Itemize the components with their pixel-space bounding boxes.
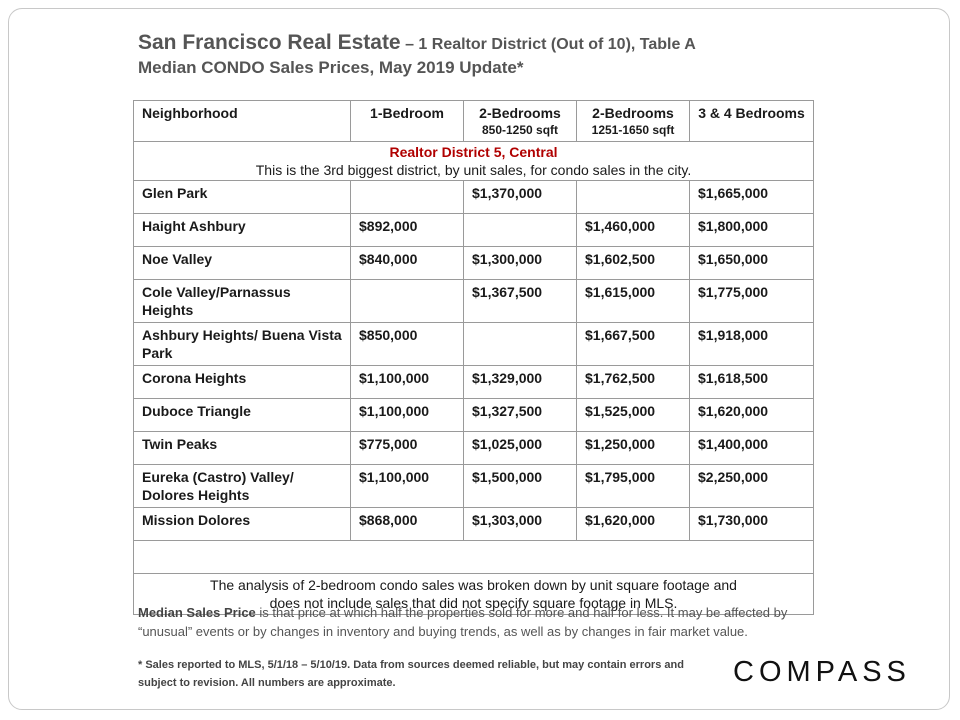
price-cell: $1,800,000 <box>689 213 814 247</box>
disclaimer: * Sales reported to MLS, 5/1/18 – 5/10/1… <box>138 659 684 689</box>
price-cell: $1,370,000 <box>463 180 577 214</box>
price-cell <box>463 213 577 247</box>
column-header-1-bedroom: 1-Bedroom <box>350 100 464 142</box>
table-row: Eureka (Castro) Valley/ Dolores Heights $… <box>133 464 814 508</box>
condo-price-table: Neighborhood 1-Bedroom 2-Bedrooms 850-125… <box>133 100 814 615</box>
neighborhood-name-cell: Noe Valley <box>133 246 351 280</box>
neighborhood-name-cell: Glen Park <box>133 180 351 214</box>
neighborhood-name-cell: Ashbury Heights/ Buena Vista Park <box>133 322 351 366</box>
median-definition-text: is that price at which half the properti… <box>138 605 788 639</box>
price-cell: $1,025,000 <box>463 431 577 465</box>
note-line-2: does not include sales that did not spec… <box>269 595 678 611</box>
compass-logo: COMPASS <box>733 656 911 688</box>
neighborhood-name-cell: Corona Heights <box>133 365 351 399</box>
price-cell: $1,100,000 <box>350 464 464 508</box>
price-cell: $2,250,000 <box>689 464 814 508</box>
price-cell: $1,250,000 <box>576 431 690 465</box>
price-cell: $1,525,000 <box>576 398 690 432</box>
price-cell: $1,620,000 <box>689 398 814 432</box>
table-row: Corona Heights $1,100,000 $1,329,000 $1,762… <box>133 365 814 399</box>
price-cell: $1,602,500 <box>576 246 690 280</box>
blank-row <box>133 540 814 574</box>
price-cell: $1,303,000 <box>463 507 577 541</box>
column-header-2-bedrooms-large: 2-Bedrooms 1251-1650 sqft <box>576 100 690 142</box>
price-cell: $1,618,500 <box>689 365 814 399</box>
table-header-row: Neighborhood 1-Bedroom 2-Bedrooms 850-125… <box>133 100 814 142</box>
price-cell: $1,665,000 <box>689 180 814 214</box>
title-subtitle: – 1 Realtor District (Out of 10), Table … <box>400 36 696 53</box>
table-row: Cole Valley/Parnassus Heights $1,367,500 $… <box>133 279 814 323</box>
table-row: Glen Park $1,370,000 $1,665,000 <box>133 180 814 214</box>
column-header-neighborhood: Neighborhood <box>133 100 351 142</box>
neighborhood-name-cell: Eureka (Castro) Valley/ Dolores Heights <box>133 464 351 508</box>
page-title: San Francisco Real Estate – 1 Realtor Di… <box>138 31 696 55</box>
column-header-3-4-bedrooms: 3 & 4 Bedrooms <box>689 100 814 142</box>
neighborhood-name-cell: Twin Peaks <box>133 431 351 465</box>
price-cell: $892,000 <box>350 213 464 247</box>
price-cell: $1,620,000 <box>576 507 690 541</box>
price-cell: $868,000 <box>350 507 464 541</box>
price-cell <box>350 180 464 214</box>
price-cell <box>576 180 690 214</box>
table-row: Twin Peaks $775,000 $1,025,000 $1,250,000 $1… <box>133 431 814 465</box>
district-title: Realtor District 5, Central <box>389 144 558 160</box>
title-main: San Francisco Real Estate <box>138 31 401 54</box>
price-cell: $1,762,500 <box>576 365 690 399</box>
price-cell: $850,000 <box>350 322 464 366</box>
price-cell <box>463 322 577 366</box>
district-description: This is the 3rd biggest district, by uni… <box>255 162 692 178</box>
table-row: Duboce Triangle $1,100,000 $1,327,500 $1,52… <box>133 398 814 432</box>
price-cell: $1,367,500 <box>463 279 577 323</box>
median-definition: Median Sales Price is that price at whic… <box>138 603 818 641</box>
price-cell <box>350 279 464 323</box>
price-cell: $840,000 <box>350 246 464 280</box>
neighborhood-name-cell: Haight Ashbury <box>133 213 351 247</box>
note-line-1: The analysis of 2-bedroom condo sales wa… <box>210 577 737 593</box>
price-cell: $1,100,000 <box>350 398 464 432</box>
table-row: Noe Valley $840,000 $1,300,000 $1,602,500 $1… <box>133 246 814 280</box>
note-row: The analysis of 2-bedroom condo sales wa… <box>133 573 814 615</box>
price-cell: $1,300,000 <box>463 246 577 280</box>
price-cell: $1,730,000 <box>689 507 814 541</box>
price-cell: $1,460,000 <box>576 213 690 247</box>
price-cell: $1,329,000 <box>463 365 577 399</box>
table-row: Mission Dolores $868,000 $1,303,000 $1,620,… <box>133 507 814 541</box>
median-term: Median Sales Price <box>138 605 256 620</box>
district-heading-row: Realtor District 5, Central This is the … <box>133 141 814 181</box>
price-cell: $1,500,000 <box>463 464 577 508</box>
price-cell: $1,615,000 <box>576 279 690 323</box>
price-cell: $1,667,500 <box>576 322 690 366</box>
page-title-line2: Median CONDO Sales Prices, May 2019 Upda… <box>138 58 524 77</box>
price-cell: $775,000 <box>350 431 464 465</box>
price-cell: $1,400,000 <box>689 431 814 465</box>
table-row: Haight Ashbury $892,000 $1,460,000 $1,800,0… <box>133 213 814 247</box>
table-body: Glen Park $1,370,000 $1,665,000 Haight Ashb… <box>133 180 814 541</box>
price-cell: $1,795,000 <box>576 464 690 508</box>
neighborhood-name-cell: Duboce Triangle <box>133 398 351 432</box>
neighborhood-name-cell: Mission Dolores <box>133 507 351 541</box>
column-header-2-bedrooms-small: 2-Bedrooms 850-1250 sqft <box>463 100 577 142</box>
neighborhood-name-cell: Cole Valley/Parnassus Heights <box>133 279 351 323</box>
price-cell: $1,918,000 <box>689 322 814 366</box>
price-cell: $1,327,500 <box>463 398 577 432</box>
slide-frame <box>8 8 950 710</box>
price-cell: $1,100,000 <box>350 365 464 399</box>
table-row: Ashbury Heights/ Buena Vista Park $850,00… <box>133 322 814 366</box>
price-cell: $1,775,000 <box>689 279 814 323</box>
price-cell: $1,650,000 <box>689 246 814 280</box>
